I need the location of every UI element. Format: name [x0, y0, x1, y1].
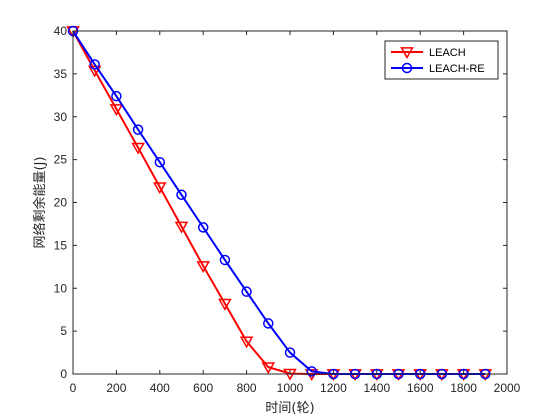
plot-area-background [73, 31, 507, 374]
triangle-marker [153, 182, 167, 195]
triangle-marker [131, 142, 145, 155]
circle-marker [263, 318, 274, 329]
legend-label: LEACH-RE [429, 63, 485, 75]
x-axis-title: 时间(轮) [265, 401, 314, 416]
y-tick-label: 5 [60, 324, 67, 338]
circle-marker [176, 189, 187, 201]
circle-marker [241, 286, 252, 297]
axes-layer: 0 200 400 600 800 1000 1200 1400 1600 1800 2000 0 5 1… [54, 24, 521, 395]
y-tick-label: 40 [54, 24, 68, 38]
y-tick-label: 10 [54, 281, 68, 295]
x-tick-label: 2000 [494, 381, 521, 395]
y-tick-label: 25 [54, 153, 68, 167]
x-tick-label: 400 [150, 381, 170, 395]
y-tick-label: 20 [54, 196, 68, 210]
triangle-marker [109, 104, 124, 117]
x-tick-label: 200 [106, 381, 126, 395]
y-tick-label: 35 [54, 67, 68, 81]
x-tick-label: 800 [237, 381, 257, 395]
circle-marker [284, 347, 296, 358]
triangle-marker [239, 336, 254, 349]
circle-marker [154, 156, 166, 168]
x-tick-label: 0 [70, 381, 77, 395]
x-tick-label: 1800 [450, 381, 477, 395]
triangle-marker [174, 221, 189, 234]
triangle-marker [87, 65, 102, 78]
legend-label: LEACH [429, 47, 466, 59]
x-tick-label: 1400 [363, 381, 390, 395]
circle-marker [111, 90, 122, 102]
triangle-marker [400, 47, 414, 60]
triangle-marker [218, 298, 232, 311]
y-tick-label: 30 [54, 110, 68, 124]
circle-marker [219, 254, 231, 266]
circle-marker [401, 62, 413, 74]
y-axis-title: 网络剩余能量(J) [32, 157, 48, 249]
circle-marker [89, 59, 100, 70]
x-tick-label: 600 [193, 381, 213, 395]
x-tick-label: 1600 [407, 381, 434, 395]
circle-marker [132, 124, 144, 135]
x-tick-label: 1000 [277, 381, 304, 395]
circle-marker [306, 366, 317, 377]
y-tick-label: 0 [60, 367, 67, 381]
triangle-marker [196, 261, 210, 273]
legend: LEACH LEACH-RE [384, 40, 499, 80]
y-tick-label: 15 [54, 238, 68, 252]
x-tick-label: 1200 [320, 381, 347, 395]
triangle-marker [261, 362, 276, 375]
circle-marker [197, 222, 209, 233]
